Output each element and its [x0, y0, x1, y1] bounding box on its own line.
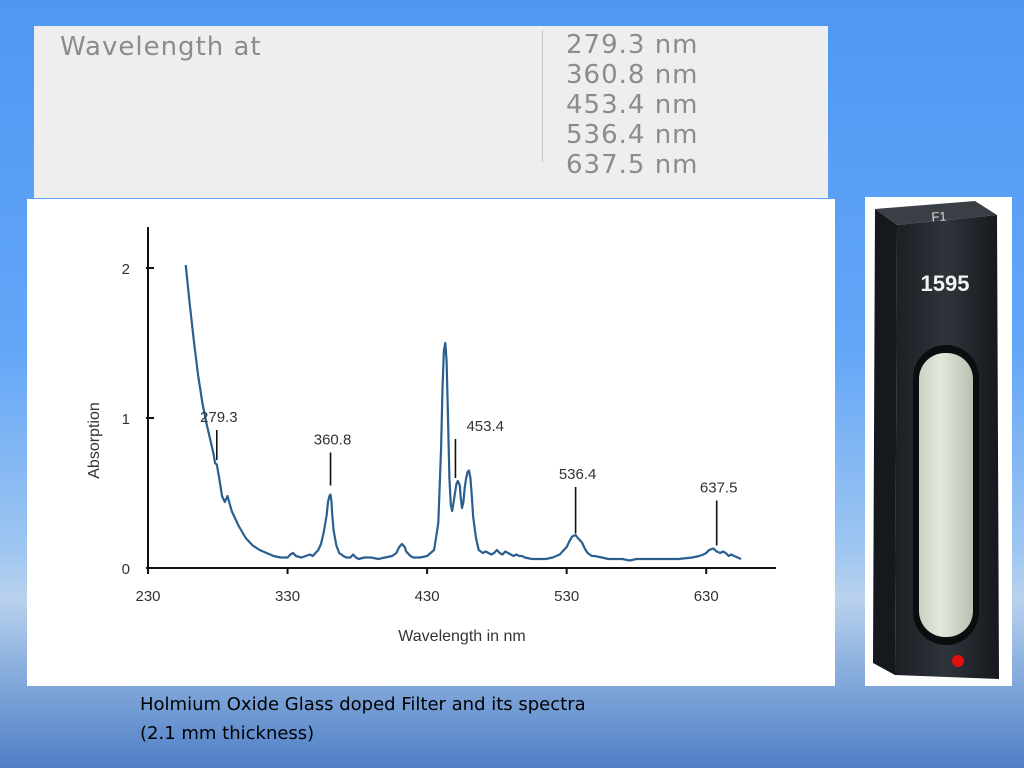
y-tick-label: 0	[122, 561, 130, 578]
wavelength-divider	[542, 30, 543, 162]
peak-label: 637.5	[700, 480, 738, 497]
spectrum-chart-panel: 230 330 430 530 630 0 1 2 Wavelength in nm Absorp…	[27, 199, 835, 686]
y-axis-label: Absorption	[86, 402, 103, 479]
y-tick-label: 2	[122, 261, 130, 278]
x-tick-label: 430	[415, 588, 440, 605]
peak-label: 279.3	[200, 409, 238, 426]
caption-line-1: Holmium Oxide Glass doped Filter and its…	[140, 694, 586, 715]
caption: Holmium Oxide Glass doped Filter and its…	[140, 690, 700, 748]
cuvette-top-face	[875, 201, 997, 225]
wavelength-value: 360.8 nm	[566, 60, 699, 90]
y-tick-label: 1	[122, 411, 130, 428]
wavelength-value: 279.3 nm	[566, 30, 699, 60]
filter-photo: F1 1595	[865, 197, 1012, 686]
peak-label: 453.4	[466, 418, 504, 435]
x-tick-label: 230	[135, 588, 160, 605]
x-tick-label: 530	[554, 588, 579, 605]
wavelength-value: 536.4 nm	[566, 120, 699, 150]
wavelength-label: Wavelength at	[60, 32, 262, 62]
x-tick-label: 330	[275, 588, 300, 605]
peak-label: 360.8	[314, 432, 352, 449]
peak-label: 536.4	[559, 466, 597, 483]
wavelength-value: 453.4 nm	[566, 90, 699, 120]
wavelength-value: 637.5 nm	[566, 150, 699, 180]
filter-serial-number: 1595	[921, 271, 970, 296]
wavelength-values: 279.3 nm 360.8 nm 453.4 nm 536.4 nm 637.…	[566, 30, 699, 180]
x-axis-label: Wavelength in nm	[398, 628, 525, 645]
x-tick-label: 630	[694, 588, 719, 605]
cuvette-body	[873, 209, 897, 675]
caption-line-2: (2.1 mm thickness)	[140, 723, 315, 744]
filter-top-label: F1	[931, 208, 947, 224]
cuvette-window	[919, 353, 973, 637]
wavelength-panel: Wavelength at 279.3 nm 360.8 nm 453.4 nm…	[34, 26, 828, 198]
holmium-filter-cuvette-image: F1 1595	[873, 201, 999, 679]
spectrum-chart: 230 330 430 530 630 0 1 2 Wavelength in nm Absorp…	[86, 227, 776, 645]
absorption-series-line	[184, 264, 742, 562]
red-led-icon	[952, 655, 964, 667]
